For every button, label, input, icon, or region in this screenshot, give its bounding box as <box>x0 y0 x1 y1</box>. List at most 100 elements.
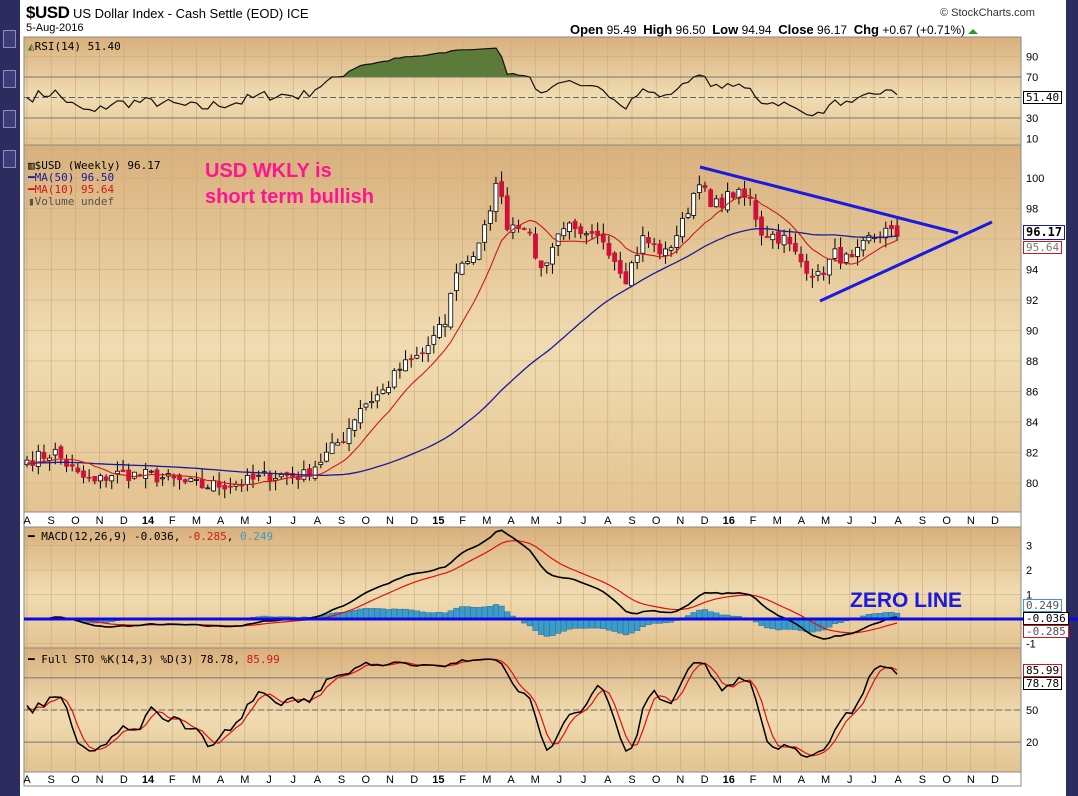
candle-body <box>742 188 747 198</box>
candle-body <box>770 233 776 241</box>
rsi-legend: ◭RSI(14) 51.40 <box>28 40 121 53</box>
candle-body <box>595 230 601 236</box>
date-tick-label: 15 <box>432 774 444 786</box>
candle-body <box>109 475 115 482</box>
candle-body <box>533 233 538 259</box>
candle-body <box>81 470 86 478</box>
candle-body <box>866 234 872 242</box>
candle-body <box>256 474 262 477</box>
price-tick-label: 80 <box>1026 478 1038 490</box>
tool-icon[interactable] <box>3 110 16 128</box>
candle-body <box>420 352 425 355</box>
sto-swatch-icon: ━ <box>28 653 42 666</box>
date-tick-label: S <box>919 774 926 786</box>
candle-body <box>691 192 697 216</box>
date-tick-label: D <box>991 774 999 786</box>
date-tick-label: A <box>314 515 322 527</box>
macd-histogram-bar <box>628 618 635 634</box>
macd-histogram-bar <box>622 618 629 636</box>
date-tick-label: J <box>581 515 587 527</box>
candle-body <box>171 475 177 479</box>
zero-line-label: ZERO LINE <box>850 589 963 612</box>
candle-body <box>583 233 589 236</box>
tool-icon[interactable] <box>3 30 16 48</box>
candle-body <box>340 441 346 443</box>
candle-body <box>713 198 719 208</box>
candle-body <box>188 477 194 482</box>
candle-body <box>414 354 420 359</box>
up-arrow-icon <box>968 29 979 34</box>
candle-body <box>781 234 787 246</box>
candle-body <box>567 222 572 232</box>
date-tick-label: F <box>750 774 757 786</box>
tool-icon[interactable] <box>3 150 16 168</box>
candle-body <box>273 478 279 481</box>
date-tick-label: N <box>386 515 394 527</box>
candle-body <box>651 243 657 246</box>
candle-body <box>764 236 770 238</box>
candle-body <box>550 246 555 265</box>
symbol: $USD <box>26 3 70 22</box>
macd-signal-tag: -0.285 <box>1023 625 1069 638</box>
macd-swatch-icon: ━ <box>28 530 42 543</box>
candle-body <box>612 252 617 262</box>
candle-body <box>222 485 228 490</box>
date-tick-label: O <box>362 774 371 786</box>
candle-body <box>640 235 646 254</box>
sto-k-line <box>26 658 898 758</box>
date-tick-label: M <box>821 774 830 786</box>
candle-body <box>696 184 702 193</box>
candle-body <box>69 464 75 467</box>
candle-body <box>499 181 505 197</box>
candle-body <box>606 242 612 256</box>
macd-histogram-bar <box>532 618 539 631</box>
date-tick-label: D <box>410 515 418 527</box>
macd-histogram-bar <box>362 608 370 620</box>
price-tick-label: 88 <box>1026 356 1038 368</box>
tool-icon[interactable] <box>3 70 16 88</box>
candle-body <box>482 224 488 243</box>
date-axis <box>23 771 1022 787</box>
macd-histogram-bar <box>611 618 618 632</box>
copyright[interactable]: © StockCharts.com <box>940 7 1035 19</box>
macd-histogram-bar <box>549 618 556 636</box>
date-tick-label: M <box>821 515 830 527</box>
candle-body <box>250 473 256 480</box>
sto-name: Full STO %K(14,3) %D(3) <box>41 653 194 666</box>
date-tick-label: N <box>96 515 104 527</box>
open-value: 95.49 <box>606 23 637 37</box>
date-tick-label: M <box>482 774 491 786</box>
candle-body <box>725 191 730 211</box>
candle-body <box>776 231 781 244</box>
macd-histogram-bar <box>374 608 381 620</box>
candle-body <box>41 451 47 459</box>
candle-body <box>487 210 493 224</box>
date-tick-label: M <box>240 774 249 786</box>
candle-body <box>860 239 866 251</box>
high-value: 96.50 <box>675 23 706 37</box>
sto-tick-label: 50 <box>1026 705 1038 717</box>
instrument-name: US Dollar Index - Cash Settle (EOD) ICE <box>72 6 309 21</box>
price-legend: ▥$USD (Weekly) 96.17 ━MA(50) 96.50 ━MA(1… <box>28 160 160 208</box>
candle-body <box>663 248 668 256</box>
macd-histogram-bar <box>492 604 499 620</box>
candle-body <box>544 262 550 266</box>
date-tick-label: D <box>410 774 418 786</box>
candle-body <box>815 270 821 276</box>
ma50-swatch-icon: ━ <box>28 171 35 184</box>
macd-histogram-bar <box>634 618 641 631</box>
candle-body <box>708 189 714 208</box>
date-tick-label: A <box>217 774 225 786</box>
candle-body <box>182 479 188 483</box>
candle-body <box>244 475 250 485</box>
macd-value: -0.036 <box>133 530 174 543</box>
candle-body <box>889 225 894 230</box>
candle-body <box>403 359 408 372</box>
ma10-line <box>26 194 898 486</box>
price-tick-label: 100 <box>1026 173 1044 185</box>
date-tick-label: J <box>557 515 563 527</box>
candle-body <box>826 258 832 276</box>
price-legend-text: $USD (Weekly) 96.17 <box>34 159 161 172</box>
candle-body <box>561 228 567 237</box>
candle-body <box>64 459 69 467</box>
